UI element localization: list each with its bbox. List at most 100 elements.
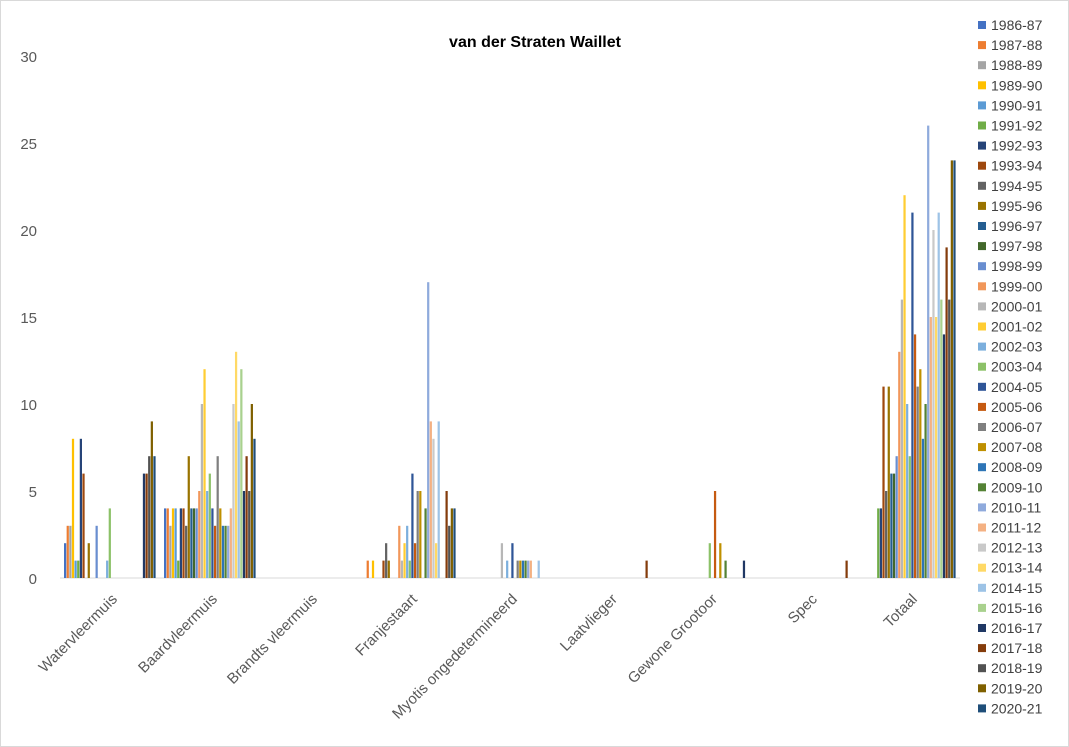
bar [924, 404, 927, 578]
y-tick-label: 15 [20, 310, 37, 327]
bar [108, 508, 111, 578]
legend-label: 2003-04 [991, 359, 1043, 375]
bar [537, 560, 540, 578]
bar [387, 560, 390, 578]
bar [366, 560, 369, 578]
bar [506, 560, 509, 578]
bar [416, 491, 419, 578]
x-tick-label: Watervleermuis [36, 591, 121, 676]
bar [153, 456, 156, 578]
legend-label: 1997-98 [991, 238, 1043, 254]
bar [521, 560, 525, 578]
y-tick-label: 0 [29, 571, 37, 588]
legend-label: 2010-11 [991, 499, 1042, 515]
bar [240, 369, 243, 578]
bar [234, 351, 238, 578]
bar [890, 473, 893, 578]
bar [242, 491, 246, 578]
bar [250, 404, 253, 578]
bar [253, 438, 256, 578]
bar [77, 560, 80, 578]
bar [406, 525, 409, 578]
legend-label: 2004-05 [991, 379, 1043, 395]
bar [177, 560, 180, 578]
x-tick-label: Gewone Grootoor [624, 591, 720, 687]
legend-label: 2002-03 [991, 339, 1043, 355]
legend-swatch [978, 704, 986, 713]
legend-swatch [978, 21, 986, 29]
legend-label: 1999-00 [991, 278, 1043, 294]
legend-label: 2009-10 [991, 479, 1043, 495]
bar [200, 404, 204, 578]
bar [934, 317, 938, 578]
bar [450, 508, 453, 578]
bar [437, 421, 440, 578]
legend-label: 2012-13 [991, 540, 1043, 556]
legend-label: 2019-20 [991, 680, 1043, 696]
y-tick-label: 25 [20, 136, 37, 153]
y-tick-label: 5 [29, 484, 37, 501]
x-tick-label: Totaal [881, 591, 921, 631]
bar [413, 543, 417, 578]
bar [74, 560, 77, 578]
legend-label: 1986-87 [991, 17, 1043, 33]
bar [919, 369, 922, 578]
bar [719, 543, 722, 578]
legend-swatch [978, 423, 986, 431]
bar [427, 282, 430, 578]
bar [398, 525, 401, 578]
x-tick-label: Franjestaart [352, 590, 421, 659]
x-tick-label: Laatvlieger [557, 591, 621, 655]
bar [148, 456, 151, 578]
legend-swatch [978, 583, 986, 592]
legend-swatch [978, 181, 986, 190]
bar [432, 438, 435, 578]
bar [877, 508, 880, 578]
bar [82, 473, 85, 578]
legend-swatch [978, 262, 986, 271]
bar [895, 456, 898, 578]
legend-swatch [978, 644, 986, 653]
bar [66, 525, 69, 578]
legend-swatch [978, 242, 986, 251]
legend-label: 2007-08 [991, 439, 1043, 455]
legend-swatch [978, 664, 986, 673]
bar [419, 491, 422, 578]
bar [445, 491, 448, 578]
bar [179, 508, 182, 578]
bar [519, 560, 522, 578]
bar [942, 334, 946, 578]
bar [892, 473, 896, 578]
legend-swatch [978, 382, 986, 391]
legend-label: 2015-16 [991, 600, 1043, 616]
bar [174, 508, 177, 578]
bar [429, 421, 432, 578]
legend-swatch [978, 603, 986, 612]
legend-swatch [978, 302, 986, 311]
legend-swatch [978, 563, 986, 572]
bar [171, 508, 175, 578]
bar [434, 543, 438, 578]
bar [195, 508, 198, 578]
bar [713, 491, 717, 578]
legend-label: 2006-07 [991, 419, 1043, 435]
legend-label: 1988-89 [991, 57, 1043, 73]
legend-label: 2020-21 [991, 700, 1043, 716]
legend-swatch [978, 101, 986, 110]
bar [929, 317, 932, 578]
bar [913, 334, 917, 578]
legend-swatch [978, 161, 986, 170]
bar [213, 525, 217, 578]
bar [71, 438, 75, 578]
legend-swatch [978, 121, 986, 130]
bar [500, 543, 504, 578]
legend-label: 2011-12 [991, 520, 1042, 536]
x-tick-label: Brandts vleermuis [224, 591, 321, 688]
x-tick-label: Baardvleermuis [135, 591, 221, 677]
bar [900, 299, 904, 578]
legend-label: 1993-94 [991, 158, 1043, 174]
bar [224, 525, 227, 578]
bar [142, 473, 146, 578]
legend-label: 1996-97 [991, 218, 1043, 234]
bar [645, 560, 648, 578]
